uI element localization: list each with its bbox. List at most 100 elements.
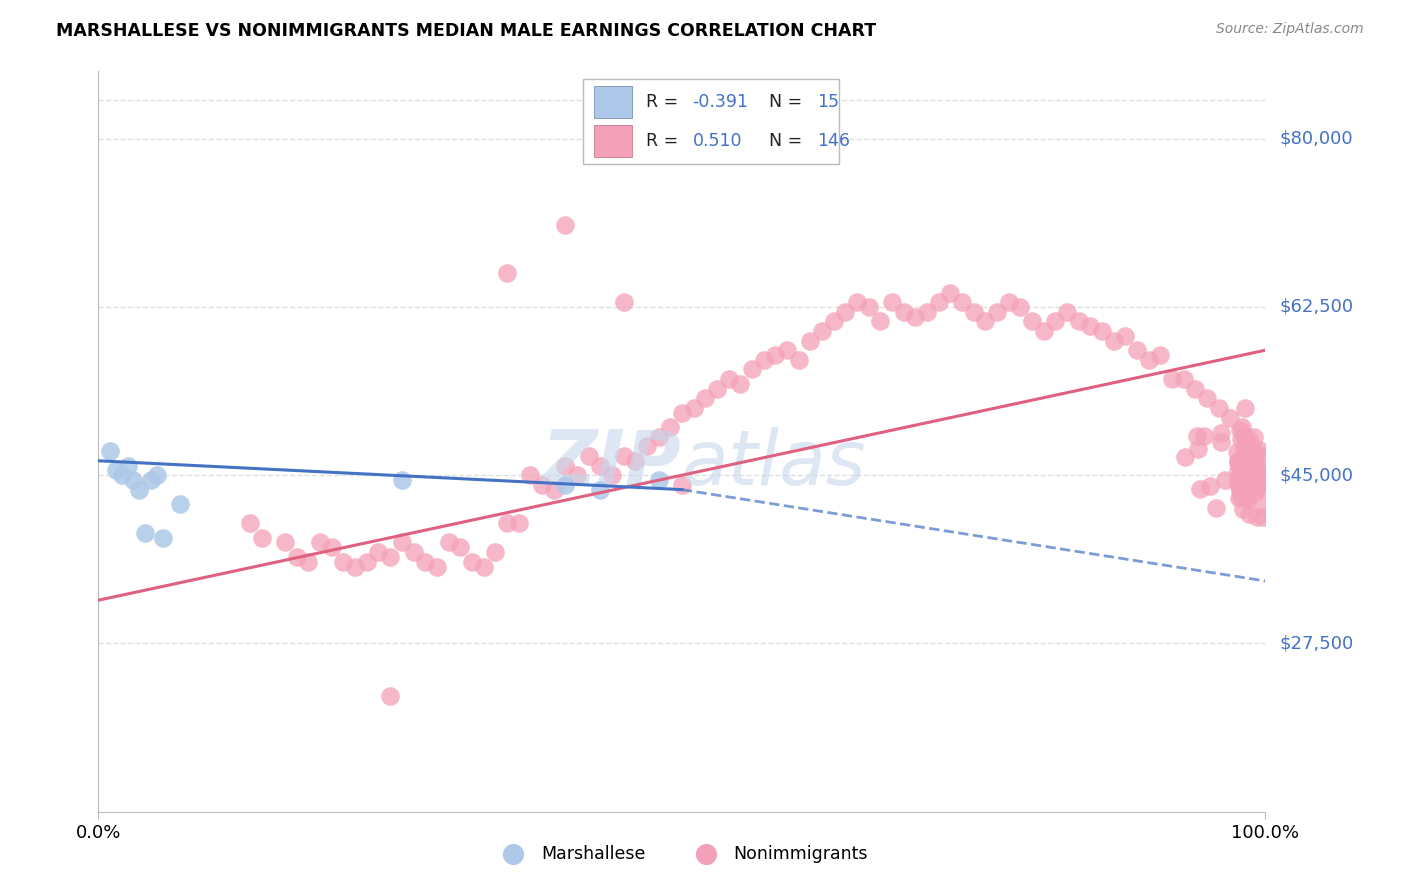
Point — [1230, 486, 1253, 500]
Text: N =: N = — [769, 93, 808, 111]
Point — [1234, 453, 1257, 467]
Text: $27,500: $27,500 — [1279, 634, 1354, 652]
Point — [776, 343, 799, 358]
Point — [624, 454, 647, 468]
Point — [367, 545, 389, 559]
Point — [134, 525, 156, 540]
Point — [1045, 314, 1067, 328]
Point — [636, 439, 658, 453]
Point — [1184, 382, 1206, 396]
Point — [904, 310, 927, 324]
Point — [962, 304, 984, 318]
Point — [1241, 453, 1264, 467]
Point — [309, 535, 332, 549]
Point — [1246, 466, 1268, 480]
Point — [321, 541, 343, 555]
Point — [1114, 328, 1136, 343]
Point — [1226, 455, 1249, 469]
Point — [1233, 428, 1256, 442]
FancyBboxPatch shape — [582, 78, 839, 164]
Point — [1185, 428, 1208, 442]
Point — [1241, 453, 1264, 467]
Point — [449, 541, 471, 555]
Point — [437, 535, 460, 549]
Point — [239, 516, 262, 531]
Text: R =: R = — [645, 132, 683, 150]
Text: $62,500: $62,500 — [1279, 298, 1354, 316]
Point — [1211, 425, 1233, 440]
Point — [1240, 461, 1263, 475]
Point — [1227, 471, 1250, 485]
Point — [117, 458, 139, 473]
Point — [1227, 464, 1250, 478]
Point — [1229, 483, 1251, 498]
Point — [1254, 471, 1277, 485]
Point — [752, 352, 775, 367]
Point — [554, 458, 576, 473]
Point — [496, 516, 519, 531]
Point — [811, 324, 834, 338]
Point — [730, 376, 752, 391]
Point — [402, 545, 425, 559]
Point — [1253, 471, 1275, 485]
Point — [997, 295, 1019, 310]
Point — [1253, 470, 1275, 484]
Point — [1249, 465, 1271, 479]
Point — [1137, 352, 1160, 367]
Point — [647, 430, 669, 444]
Point — [1251, 498, 1274, 512]
Point — [613, 295, 636, 310]
Point — [496, 266, 519, 280]
Point — [1187, 442, 1209, 456]
Point — [472, 559, 495, 574]
FancyBboxPatch shape — [595, 125, 631, 157]
Point — [1247, 471, 1270, 485]
Point — [356, 555, 378, 569]
Point — [1229, 423, 1251, 437]
Point — [1229, 490, 1251, 504]
Point — [1102, 334, 1125, 348]
Point — [1161, 372, 1184, 386]
Text: $45,000: $45,000 — [1279, 467, 1354, 484]
Point — [543, 483, 565, 497]
Point — [1237, 467, 1260, 482]
Point — [1251, 473, 1274, 487]
Point — [600, 468, 623, 483]
Point — [1240, 471, 1263, 485]
Point — [152, 531, 174, 545]
Point — [589, 483, 612, 497]
Point — [741, 362, 763, 376]
Point — [1237, 491, 1260, 506]
Point — [1243, 430, 1265, 444]
Point — [554, 478, 576, 492]
Point — [1237, 507, 1260, 521]
Point — [695, 391, 717, 405]
Point — [1244, 447, 1267, 461]
Point — [834, 304, 856, 318]
Point — [1241, 440, 1264, 454]
Point — [484, 545, 506, 559]
Point — [939, 285, 962, 300]
Point — [763, 348, 786, 362]
Point — [1236, 488, 1258, 502]
Point — [1246, 478, 1268, 492]
Point — [1188, 482, 1211, 496]
Point — [1173, 372, 1195, 386]
Point — [122, 473, 145, 487]
Point — [1244, 484, 1267, 499]
Point — [111, 468, 134, 483]
Point — [950, 295, 973, 310]
Point — [613, 449, 636, 463]
Point — [1232, 502, 1254, 516]
Point — [250, 531, 273, 545]
Point — [380, 690, 402, 704]
Point — [1208, 401, 1230, 415]
Point — [1236, 450, 1258, 464]
Point — [589, 458, 612, 473]
Point — [1209, 434, 1232, 449]
Point — [671, 478, 693, 492]
Point — [274, 535, 297, 549]
Point — [519, 468, 541, 483]
Point — [1227, 458, 1250, 472]
Point — [787, 352, 810, 367]
